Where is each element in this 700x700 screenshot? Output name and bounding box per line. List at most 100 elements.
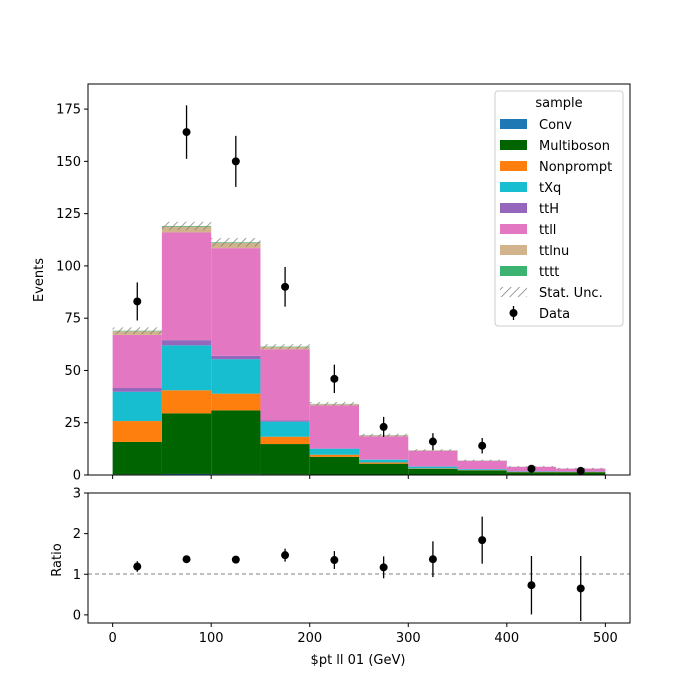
ratio-point-7 [478, 536, 487, 545]
data-point-9 [576, 466, 585, 475]
legend: sample Conv Multiboson Nonprompt tXq ttH ttll… [494, 90, 624, 327]
main-y-tick-label-7: 175 [56, 103, 81, 118]
bar-ttll-5 [359, 436, 409, 460]
legend-swatch-multiboson [500, 140, 527, 150]
ratio-y-axis-label: Ratio [50, 543, 65, 576]
ratio-point-6 [428, 555, 437, 564]
bar-txq-7 [457, 469, 507, 471]
bar-txq-4 [309, 448, 359, 455]
stat-unc-band-3 [260, 344, 310, 350]
ratio-point-3 [281, 551, 290, 560]
bar-ttll-3 [260, 349, 310, 421]
legend-swatch-tth [500, 203, 527, 213]
legend-items: Conv Multiboson Nonprompt tXq ttH ttll ttlnu tt… [500, 118, 612, 322]
legend-label-multiboson: Multiboson [539, 139, 610, 154]
stacked-bars [112, 225, 606, 475]
bar-ttll-1 [161, 232, 212, 341]
bar-nonprompt-2 [211, 393, 261, 411]
bar-txq-1 [161, 345, 212, 391]
ratio-point-0 [133, 562, 142, 571]
legend-title: sample [535, 96, 582, 111]
legend-label-ttlnu: ttlnu [539, 244, 569, 259]
legend-swatch-ttlnu [500, 245, 527, 255]
bar-txq-6 [408, 466, 458, 469]
stat-unc-band-6 [408, 449, 458, 452]
legend-label-nonprompt: Nonprompt [539, 160, 612, 175]
bar-nonprompt-4 [309, 454, 359, 457]
legend-swatch-ttll [500, 224, 527, 234]
stat-unc-band-7 [457, 459, 507, 462]
ratio-point-4 [330, 556, 339, 565]
main-panel: 0 25 50 75 100 125 150 175 Events sample Conv Mu… [32, 83, 631, 484]
bar-ttll-4 [309, 405, 359, 449]
bar-tth-4 [309, 448, 359, 449]
ratio-point-1 [182, 555, 191, 564]
bar-multiboson-2 [211, 410, 261, 475]
legend-swatch-nonprompt [500, 161, 527, 171]
stat-unc-band-4 [309, 402, 359, 406]
ratio-y-tick-label-2: 2 [73, 527, 81, 542]
x-tick-label-2: 200 [297, 631, 322, 646]
legend-label-txq: tXq [539, 181, 561, 196]
x-tick-label-1: 100 [199, 631, 224, 646]
bar-nonprompt-5 [359, 462, 409, 464]
data-point-2 [231, 157, 240, 166]
ratio-panel: 0 1 2 3 0 100 200 300 400 500 Ratio $pt ll 01 (G… [50, 487, 631, 668]
bar-multiboson-5 [359, 463, 409, 475]
stat-unc-band-2 [211, 238, 261, 247]
legend-label-conv: Conv [539, 118, 572, 133]
ratio-point-2 [231, 555, 240, 564]
data-point-3 [281, 282, 290, 291]
bar-multiboson-6 [408, 468, 458, 475]
x-tick-label-4: 400 [494, 631, 519, 646]
legend-swatch-tttt [500, 266, 527, 276]
main-plot-frame [87, 83, 631, 476]
ratio-point-8 [527, 581, 536, 590]
bar-tth-1 [161, 340, 212, 346]
main-y-axis-label: Events [32, 258, 47, 302]
bar-txq-5 [359, 459, 409, 463]
data-points [133, 105, 585, 475]
bar-nonprompt-3 [260, 436, 310, 445]
bar-multiboson-1 [161, 413, 212, 474]
bar-txq-3 [260, 421, 310, 437]
main-y-tick-label-2: 50 [64, 364, 81, 379]
legend-swatch-stat-unc [500, 287, 527, 297]
bar-nonprompt-1 [161, 390, 212, 414]
legend-label-tth: ttH [539, 202, 559, 217]
bar-multiboson-0 [112, 441, 162, 475]
data-point-8 [527, 464, 536, 473]
main-y-tick-label-4: 100 [56, 259, 81, 274]
ratio-point-5 [379, 563, 388, 572]
ratio-y-tick-label-3: 3 [73, 487, 81, 502]
bar-tth-0 [112, 388, 162, 392]
bar-ttll-0 [112, 334, 162, 389]
legend-label-data: Data [539, 307, 570, 322]
legend-label-ttll: ttll [539, 223, 556, 238]
bar-multiboson-4 [309, 456, 359, 475]
bar-ttll-7 [457, 460, 507, 470]
data-point-5 [379, 422, 388, 431]
main-y-tick-label-6: 150 [56, 155, 81, 170]
main-y-tick-label-3: 75 [64, 312, 81, 327]
ratio-y-tick-label-0: 0 [73, 608, 81, 623]
x-tick-label-5: 500 [593, 631, 618, 646]
bar-txq-0 [112, 391, 162, 422]
data-point-7 [478, 441, 487, 450]
legend-swatch-conv [500, 119, 527, 129]
x-tick-label-0: 0 [108, 631, 116, 646]
stat-unc-band-1 [161, 221, 212, 231]
data-point-4 [330, 374, 339, 383]
bar-conv-1 [161, 473, 212, 475]
legend-label-stat-unc: Stat. Unc. [539, 286, 603, 301]
main-x-ticks [112, 475, 606, 479]
legend-label-tttt: tttt [539, 265, 559, 280]
ratio-point-9 [576, 584, 585, 593]
bar-ttll-2 [211, 248, 261, 356]
bar-multiboson-8 [506, 472, 557, 475]
legend-marker-data [509, 309, 518, 317]
ratio-y-tick-label-1: 1 [73, 568, 81, 583]
bar-multiboson-3 [260, 444, 310, 475]
legend-swatch-txq [500, 182, 527, 192]
